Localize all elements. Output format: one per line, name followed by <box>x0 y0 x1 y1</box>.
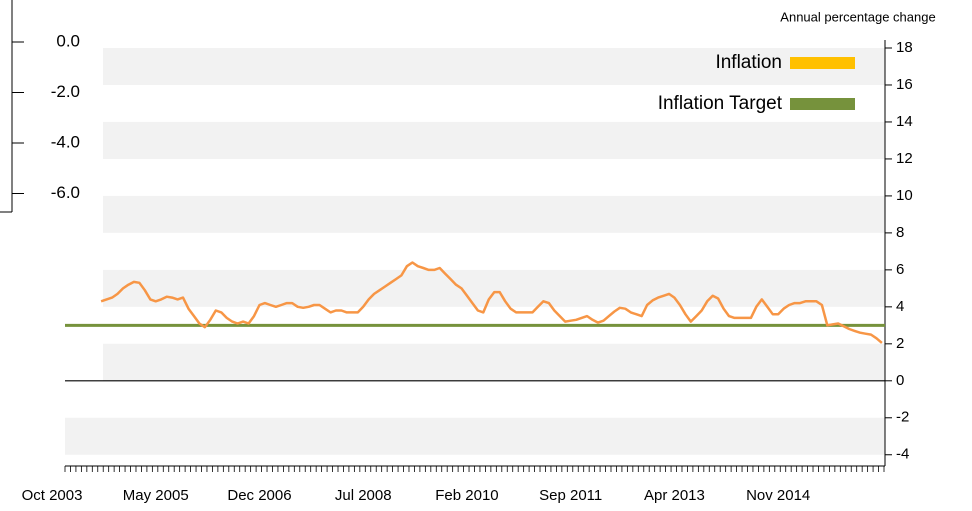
x-tick-label: Sep 2011 <box>539 487 602 504</box>
y-tick-label: 18 <box>896 39 913 56</box>
x-tick-label: Dec 2006 <box>227 487 291 504</box>
legend-label: Inflation <box>715 52 782 73</box>
x-tick-label: Feb 2010 <box>435 487 498 504</box>
legend-swatch <box>790 98 855 110</box>
legend-label: Inflation Target <box>658 93 783 114</box>
chart-title: Annual percentage change <box>780 9 935 24</box>
y-tick-label: 2 <box>896 335 904 352</box>
y-tick-label: 8 <box>896 224 904 241</box>
band <box>103 48 885 85</box>
y-tick-label: 0 <box>896 372 904 389</box>
y-tick-label: -4 <box>896 446 909 463</box>
x-tick-label: Oct 2003 <box>22 487 83 504</box>
background-axis-label: -4.0 <box>51 132 80 151</box>
x-tick-label: Nov 2014 <box>746 487 810 504</box>
legend-swatch <box>790 57 855 69</box>
y-tick-label: 10 <box>896 187 913 204</box>
band <box>103 195 885 233</box>
band <box>103 269 885 307</box>
x-tick-label: Jul 2008 <box>335 487 392 504</box>
data-line <box>100 261 883 344</box>
y-tick-label: 4 <box>896 298 904 315</box>
y-tick-label: -2 <box>896 409 909 426</box>
x-tick-label: Apr 2013 <box>644 487 705 504</box>
x-tick-label: May 2005 <box>123 487 189 504</box>
band <box>65 417 885 455</box>
y-tick-label: 16 <box>896 76 913 93</box>
y-tick-label: 12 <box>896 150 913 167</box>
background-axis-label: -2.0 <box>51 82 80 101</box>
background-axis-label: -6.0 <box>51 183 80 202</box>
band <box>103 343 885 381</box>
y-tick-label: 14 <box>896 113 913 130</box>
band <box>103 121 885 159</box>
y-tick-label: 6 <box>896 261 904 278</box>
background-axis-label: 0.0 <box>56 31 80 50</box>
